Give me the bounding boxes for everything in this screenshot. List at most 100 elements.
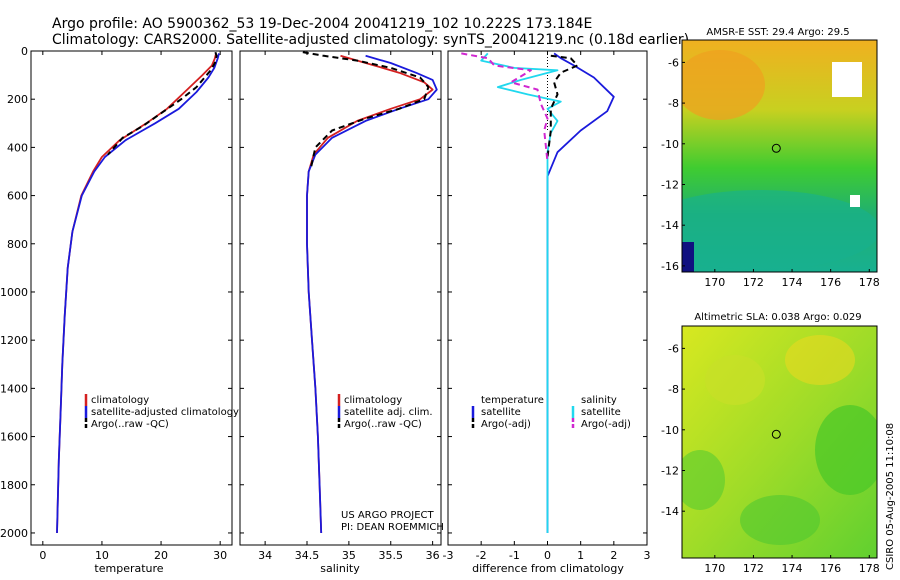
legend-label: Argo(..raw -QC) bbox=[91, 419, 169, 430]
series-line-salinity-satellite bbox=[480, 52, 562, 533]
y-tick-label: 0 bbox=[21, 45, 28, 58]
temperature-axes-frame bbox=[30, 50, 233, 546]
x-tick-label: 36 bbox=[426, 549, 440, 562]
y-tick-label: 1600 bbox=[0, 431, 28, 444]
legend-label: climatology bbox=[344, 395, 402, 406]
sst-map-title: AMSR-E SST: 29.4 Argo: 29.5 bbox=[706, 27, 849, 38]
salinity-series bbox=[302, 51, 438, 534]
y-tick-label: 1400 bbox=[0, 382, 28, 395]
x-tick-label: -1 bbox=[509, 549, 520, 562]
difference-ticks: -3 -2 -1 0 1 2 3 bbox=[443, 50, 651, 562]
map-x-tick-label: 176 bbox=[820, 276, 841, 289]
land-mask bbox=[832, 62, 862, 97]
x-tick-label: 1 bbox=[577, 549, 584, 562]
series-line-satellite-adjusted-climatology bbox=[56, 53, 220, 534]
legend-title-temperature: temperature bbox=[481, 395, 544, 406]
map-y-tick-label: -12 bbox=[661, 178, 679, 191]
salinity-ticks: 34 34.5 35 35.5 36 bbox=[240, 50, 441, 562]
map-y-tick-label: -12 bbox=[661, 464, 679, 477]
series-line-temperature-argo-adj- bbox=[546, 54, 579, 158]
map-x-tick-label: 174 bbox=[782, 276, 803, 289]
x-tick-label: 20 bbox=[154, 549, 168, 562]
sla-patch bbox=[740, 495, 820, 545]
y-tick-label: 1800 bbox=[0, 479, 28, 492]
x-tick-label: 10 bbox=[95, 549, 109, 562]
x-tick-label: 35 bbox=[342, 549, 356, 562]
difference-legend: temperature satellite Argo(-adj) salinit… bbox=[471, 395, 631, 430]
map-y-tick-label: -10 bbox=[661, 424, 679, 437]
map-y-tick-label: -8 bbox=[668, 97, 679, 110]
legend-title-salinity: salinity bbox=[581, 395, 617, 406]
project-label: US ARGO PROJECT bbox=[341, 510, 435, 521]
float-position-marker bbox=[771, 429, 781, 439]
map-y-tick-label: -6 bbox=[668, 342, 679, 355]
temperature-series bbox=[56, 51, 220, 534]
sla-patch bbox=[785, 335, 855, 385]
sla-patch bbox=[815, 405, 877, 495]
map-x-tick-label: 172 bbox=[743, 562, 764, 575]
temperature-legend: climatology satellite-adjusted climatolo… bbox=[84, 394, 239, 430]
sst-map-ticks: 170 172 174 176 178 -6 -8 -10 -12 -14 -16 bbox=[661, 56, 880, 289]
salinity-xlabel: salinity bbox=[320, 562, 360, 575]
x-tick-label: 34 bbox=[258, 549, 272, 562]
legend-label: satellite bbox=[581, 407, 621, 418]
difference-xlabel: difference from climatology bbox=[472, 562, 624, 575]
cool-patch bbox=[682, 190, 877, 270]
map-x-tick-label: 178 bbox=[859, 276, 880, 289]
x-tick-label: -2 bbox=[476, 549, 487, 562]
sla-map-panel: Altimetric SLA: 0.038 Argo: 0.029 170 172… bbox=[661, 312, 880, 575]
warm-patch bbox=[682, 50, 765, 120]
salinity-panel: 34 34.5 35 35.5 36 salinity climatology sate… bbox=[239, 50, 444, 575]
header-line1: Argo profile: AO 5900362_53 19-Dec-2004 … bbox=[52, 16, 592, 32]
map-x-tick-label: 170 bbox=[704, 562, 725, 575]
sla-map-frame bbox=[681, 325, 878, 559]
y-tick-label: 1000 bbox=[0, 286, 28, 299]
map-x-tick-label: 178 bbox=[859, 562, 880, 575]
float-position-marker bbox=[771, 143, 781, 153]
y-tick-label: 400 bbox=[7, 141, 28, 154]
map-x-tick-label: 174 bbox=[782, 562, 803, 575]
y-tick-label: 800 bbox=[7, 238, 28, 251]
sst-heatmap bbox=[682, 40, 877, 272]
land-mask bbox=[850, 195, 860, 207]
map-y-tick-label: -14 bbox=[661, 219, 679, 232]
temperature-panel: 0 10 20 30 0 200 400 600 800 1000 1200 1400 1600 1800… bbox=[0, 45, 239, 575]
map-y-tick-label: -10 bbox=[661, 138, 679, 151]
map-x-tick-label: 172 bbox=[743, 276, 764, 289]
map-y-tick-label: -8 bbox=[668, 383, 679, 396]
map-y-tick-label: -16 bbox=[661, 260, 679, 273]
sla-map-title: Altimetric SLA: 0.038 Argo: 0.029 bbox=[694, 312, 861, 323]
x-tick-label: 34.5 bbox=[295, 549, 320, 562]
x-tick-label: -3 bbox=[443, 549, 454, 562]
x-tick-label: 0 bbox=[39, 549, 46, 562]
sla-patch bbox=[705, 355, 765, 405]
temperature-xlabel: temperature bbox=[94, 562, 163, 575]
map-x-tick-label: 170 bbox=[704, 276, 725, 289]
sst-map-frame bbox=[681, 39, 878, 273]
sla-heatmap bbox=[682, 326, 877, 558]
footer-timestamp: CSIRO 05-Aug-2005 11:10:08 bbox=[885, 423, 896, 570]
map-y-tick-label: -6 bbox=[668, 56, 679, 69]
temperature-ticks: 0 10 20 30 0 200 400 600 800 1000 1200 1400 1600 1800… bbox=[0, 45, 232, 562]
legend-label: satellite bbox=[481, 407, 521, 418]
legend-label: Argo(-adj) bbox=[581, 419, 631, 430]
series-line-argo-raw-qc- bbox=[107, 51, 218, 156]
y-tick-label: 1200 bbox=[0, 334, 28, 347]
legend-label: satellite adj. clim. bbox=[344, 407, 433, 418]
difference-panel: -3 -2 -1 0 1 2 3 difference from climatology t… bbox=[443, 50, 651, 575]
cold-corner bbox=[682, 242, 694, 272]
x-tick-label: 30 bbox=[213, 549, 227, 562]
sst-map-panel: AMSR-E SST: 29.4 Argo: 29.5 170 172 174 176… bbox=[661, 27, 880, 289]
difference-series bbox=[461, 52, 615, 533]
sla-patch bbox=[682, 450, 725, 510]
sla-map-ticks: 170 172 174 176 178 -6 -8 -10 -12 -14 bbox=[661, 342, 880, 575]
x-tick-label: 2 bbox=[610, 549, 617, 562]
salinity-axes-frame bbox=[239, 50, 442, 546]
y-tick-label: 2000 bbox=[0, 527, 28, 540]
header-line2: Climatology: CARS2000. Satellite-adjuste… bbox=[52, 32, 689, 48]
map-y-tick-label: -14 bbox=[661, 505, 679, 518]
y-tick-label: 200 bbox=[7, 93, 28, 106]
legend-label: climatology bbox=[91, 395, 149, 406]
x-tick-label: 0 bbox=[544, 549, 551, 562]
